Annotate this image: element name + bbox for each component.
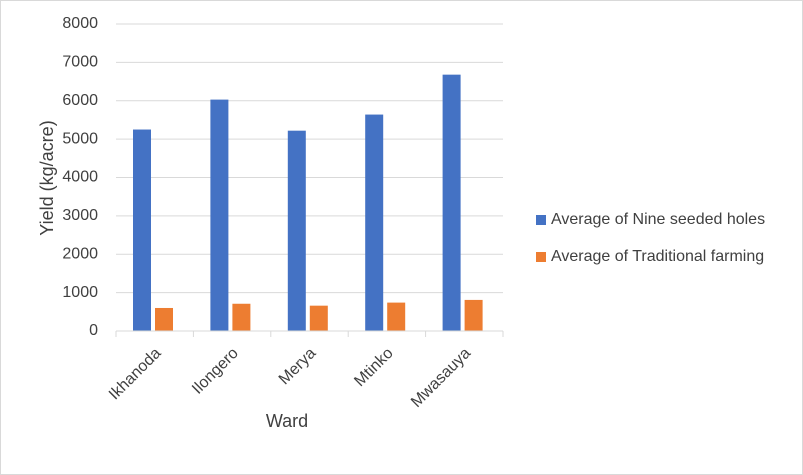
bar-nine-seeded-holes: [210, 99, 229, 331]
x-axis-title: Ward: [266, 411, 308, 431]
y-tick-label: 2000: [62, 245, 98, 262]
bar-nine-seeded-holes: [442, 74, 461, 331]
y-axis-ticks: 0 1000 2000 3000 4000 5000 6000 7000 8000: [62, 15, 98, 339]
x-axis: [115, 330, 504, 337]
bar-traditional-farming: [155, 307, 173, 331]
legend-label: Average of Traditional farming: [551, 248, 764, 265]
x-tick-label: Merya: [276, 345, 320, 389]
bar-nine-seeded-holes: [287, 130, 306, 331]
y-tick-label: 7000: [62, 54, 98, 71]
y-tick-label: 4000: [62, 169, 98, 186]
bars: [133, 74, 483, 331]
x-tick-label: Mwasauya: [408, 345, 474, 411]
bar-traditional-farming: [464, 299, 483, 331]
gridlines: [116, 23, 503, 294]
bar-traditional-farming: [309, 305, 328, 331]
legend-label: Average of Nine seeded holes: [551, 211, 765, 228]
legend: Average of Nine seeded holes Average of T…: [536, 211, 765, 265]
bar-nine-seeded-holes: [365, 114, 384, 331]
y-axis-title: Yield (kg/acre): [37, 120, 57, 235]
x-tick-label: Mtinko: [351, 345, 396, 390]
y-tick-label: 3000: [62, 207, 98, 224]
x-tick-label: Ilongero: [189, 345, 242, 398]
y-tick-label: 6000: [62, 92, 98, 109]
y-tick-label: 0: [89, 322, 98, 339]
y-tick-label: 8000: [62, 15, 98, 32]
x-tick-label: Ikhanoda: [106, 345, 165, 404]
legend-swatch: [536, 252, 546, 262]
legend-swatch: [536, 215, 546, 225]
bar-traditional-farming: [387, 302, 406, 331]
bar-traditional-farming: [232, 303, 251, 331]
y-tick-label: 5000: [62, 130, 98, 147]
bar-nine-seeded-holes: [133, 129, 151, 331]
x-axis-ticks: Ikhanoda Ilongero Merya Mtinko Mwasauya: [106, 345, 474, 411]
y-tick-label: 1000: [62, 284, 98, 301]
